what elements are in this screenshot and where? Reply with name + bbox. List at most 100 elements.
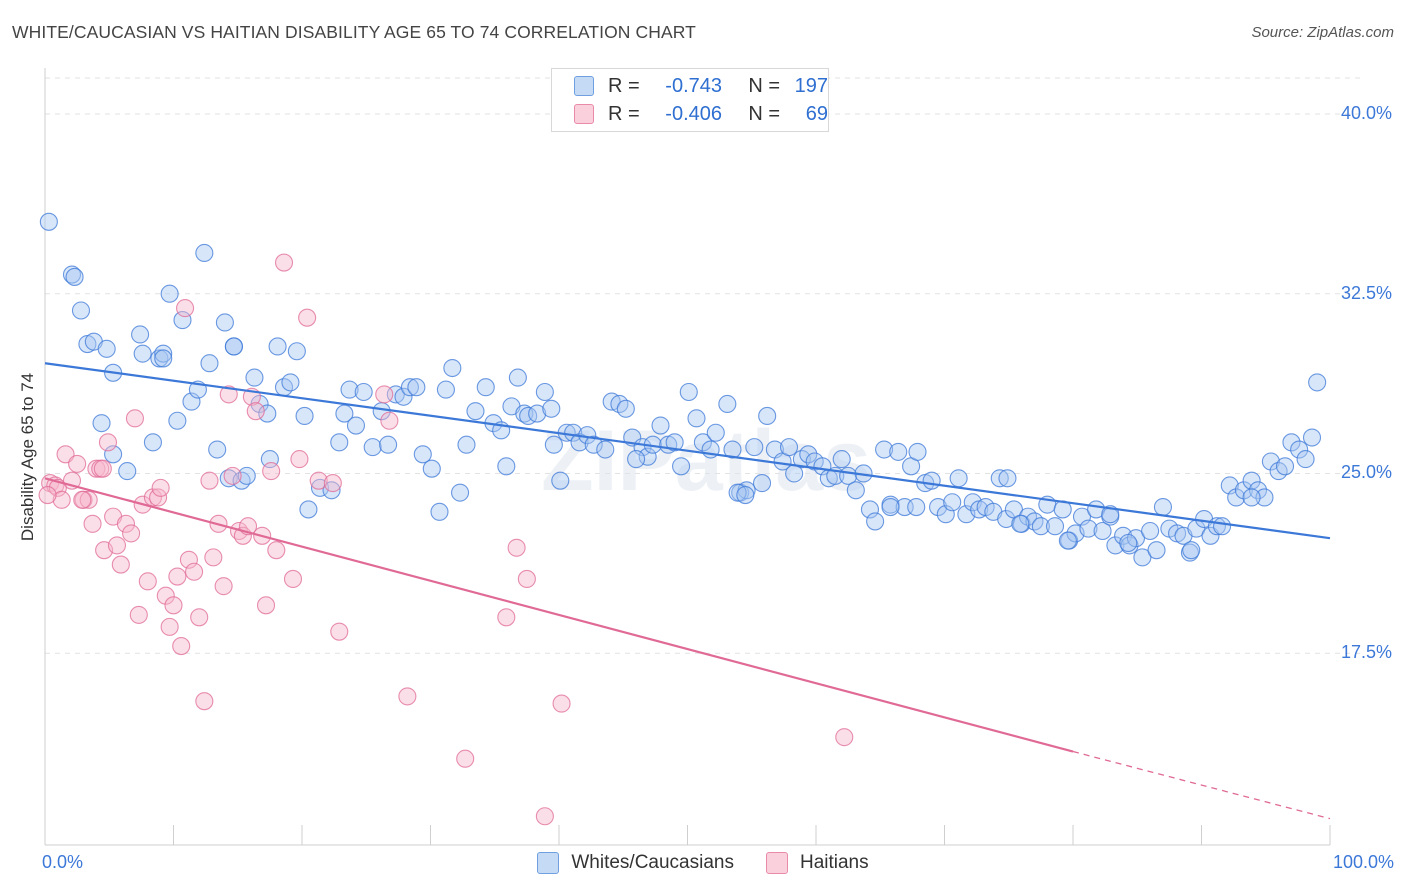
data-point-haitians [68,454,87,473]
data-point-haitians [172,637,191,656]
legend-label-whites: Whites/Caucasians [571,852,734,873]
data-point-whites [363,438,382,457]
data-point-haitians [298,308,317,327]
data-point-whites [508,368,527,387]
data-point-whites [998,469,1017,488]
data-point-whites [1031,517,1050,536]
data-point-haitians [164,596,183,615]
data-point-whites [799,445,818,464]
n-label: N = [748,102,780,125]
data-point-whites [1141,521,1160,541]
legend-label-haitians: Haitians [799,852,869,873]
data-point-haitians [151,478,170,497]
data-point-whites [215,313,234,332]
data-point-haitians [267,541,286,560]
data-point-whites [1093,521,1112,541]
data-point-haitians [79,490,98,509]
data-point-whites [929,497,948,517]
data-point-whites [232,471,251,490]
data-point-haitians [290,450,309,469]
data-point-haitians [274,253,294,272]
legend-item-haitians[interactable]: Haitians [765,852,869,874]
data-point-whites [1308,373,1327,392]
data-point-whites [268,337,287,356]
data-point-haitians [246,402,265,421]
data-point-haitians [456,749,475,768]
data-point-haitians [168,567,187,586]
data-point-whites [173,311,192,330]
data-point-whites [1101,505,1120,524]
data-point-whites [133,344,152,363]
data-point-whites [131,325,150,344]
data-point-haitians [98,433,118,452]
data-point-whites [693,433,712,452]
data-point-whites [451,483,470,502]
data-point-whites [322,481,341,500]
legend-item-whites[interactable]: Whites/Caucasians [537,852,734,874]
data-point-whites [200,354,219,373]
y-tick-label: 32.5% [1340,282,1392,303]
data-point-whites [570,433,589,452]
data-point-whites [118,462,137,481]
chart-title: WHITE/CAUCASIAN VS HAITIAN DISABILITY AG… [12,22,696,42]
data-point-whites [430,502,449,521]
data-point-haitians [56,445,75,464]
data-point-whites [752,474,772,493]
data-point-whites [1133,548,1152,567]
data-point-haitians [835,728,854,747]
source-label: Source: ZipAtlas.com [1251,24,1394,41]
legend-swatch-whites [537,852,560,874]
data-point-whites [466,402,485,421]
data-point-haitians [111,555,130,574]
data-point-whites [1119,533,1138,553]
trend-lines [44,362,1331,820]
data-point-whites [706,423,725,442]
data-point-whites [224,337,243,356]
data-point-whites [39,212,58,231]
y-tick-label: 25.0% [1340,462,1392,483]
data-point-whites [535,382,554,402]
x-tick-0: 0.0% [42,852,84,872]
data-point-haitians [398,687,417,706]
data-point-whites [544,435,563,454]
data-point-haitians [138,572,157,591]
data-point-whites [143,433,162,452]
data-point-whites [258,404,277,423]
legend-stats: R = -0.743 N = 197 R = -0.406 N = 69 [551,68,829,132]
data-point-whites [651,416,670,435]
data-point-whites [1227,488,1246,507]
data-point-whites [354,382,373,402]
data-point-whites [745,438,764,457]
data-point-whites [62,265,82,284]
data-point-haitians [179,550,198,569]
data-point-whites [1302,428,1322,447]
data-point-whites [71,301,91,320]
x-tick-100: 100.0% [1332,852,1394,872]
data-point-whites [1255,488,1274,507]
data-point-whites [718,394,737,414]
data-point-whites [528,404,547,423]
data-point-haitians [185,562,204,581]
data-point-haitians [116,514,136,533]
data-point-whites [596,440,615,459]
data-point-whites [379,435,398,454]
data-point-whites [679,382,698,402]
y-tick-label: 40.0% [1340,102,1392,123]
data-point-whites [299,500,318,519]
data-point-whites [208,440,227,459]
data-point-whites [400,378,419,397]
data-point-whites [245,368,264,387]
data-point-haitians [219,385,238,404]
data-point-whites [65,267,84,286]
data-point-whites [1153,497,1172,517]
n-label: N = [748,74,780,97]
data-point-haitians [83,514,102,533]
data-point-whites [443,358,462,378]
data-point-whites [92,414,111,433]
data-point-whites [346,416,366,435]
data-point-whites [687,409,706,428]
data-point-haitians [52,490,71,509]
data-point-whites [330,433,349,452]
data-point-haitians [517,569,536,588]
